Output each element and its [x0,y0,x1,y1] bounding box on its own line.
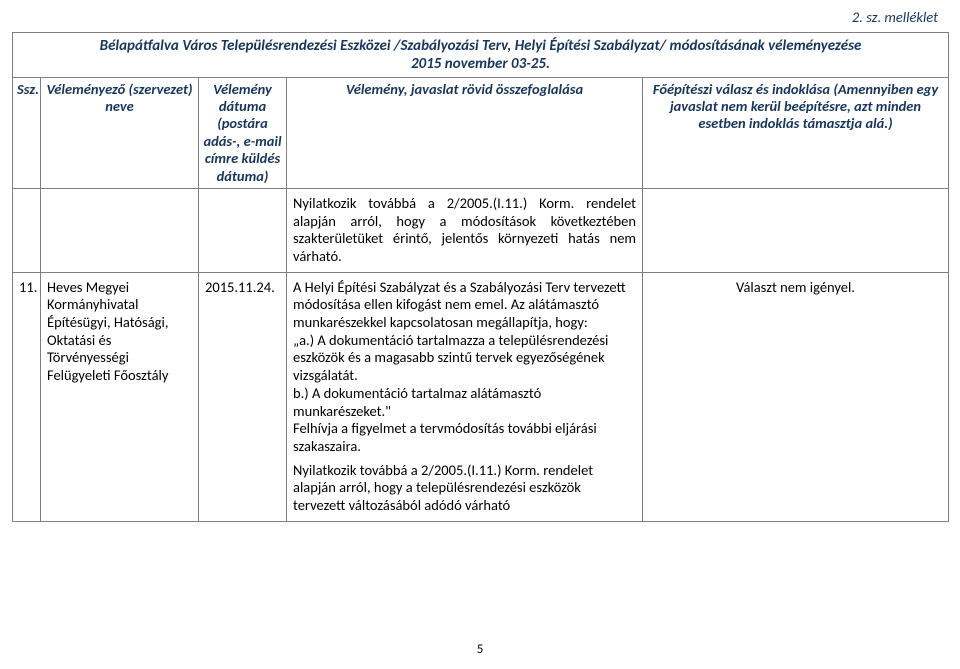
summary-p2: „a.) A dokumentáció tartalmazza a telepü… [293,332,636,385]
cell-ssz-11: 11. [13,272,41,521]
header-summary: Vélemény, javaslat rövid összefoglalása [287,77,643,188]
table-caption-row: Bélapátfalva Város Településrendezési Es… [13,33,949,78]
cell-date-prior [199,188,287,272]
page-number: 5 [477,642,484,657]
cell-summary-prior: Nyilatkozik továbbá a 2/2005.(I.11.) Kor… [287,188,643,272]
cell-summary-11: A Helyi Építési Szabályzat és a Szabályo… [287,272,643,521]
summary-p5: Nyilatkozik továbbá a 2/2005.(I.11.) Kor… [293,462,636,515]
page-annotation: 2. sz. melléklet [852,8,938,26]
summary-p3: b.) A dokumentáció tartalmaz alátámasztó… [293,385,636,420]
cell-date-11: 2015.11.24. [199,272,287,521]
opinions-table: Bélapátfalva Város Településrendezési Es… [12,32,949,522]
cell-reply-prior [643,188,949,272]
header-reply: Főépítészi válasz és indoklása (Amennyib… [643,77,949,188]
caption-line-2: 2015 november 03-25. [19,55,942,73]
cell-org-prior [41,188,199,272]
header-org: Véleményező (szervezet) neve [41,77,199,188]
cell-org-11: Heves Megyei Kormányhivatal Építésügyi, … [41,272,199,521]
summary-p1: A Helyi Építési Szabályzat és a Szabályo… [293,279,636,332]
header-ssz: Ssz. [13,77,41,188]
cell-reply-11: Választ nem igényel. [643,272,949,521]
caption-line-1: Bélapátfalva Város Településrendezési Es… [19,37,942,55]
header-date: Vélemény dátuma (postára adás-, e-mail c… [199,77,287,188]
cell-ssz-prior [13,188,41,272]
table-row-11: 11. Heves Megyei Kormányhivatal Építésüg… [13,272,949,521]
table-header-row: Ssz. Véleményező (szervezet) neve Vélemé… [13,77,949,188]
summary-p4: Felhívja a figyelmet a tervmódosítás tov… [293,420,636,455]
table-caption-cell: Bélapátfalva Város Településrendezési Es… [13,33,949,78]
table-row-prior: Nyilatkozik továbbá a 2/2005.(I.11.) Kor… [13,188,949,272]
summary-prior-paragraph: Nyilatkozik továbbá a 2/2005.(I.11.) Kor… [293,195,636,266]
